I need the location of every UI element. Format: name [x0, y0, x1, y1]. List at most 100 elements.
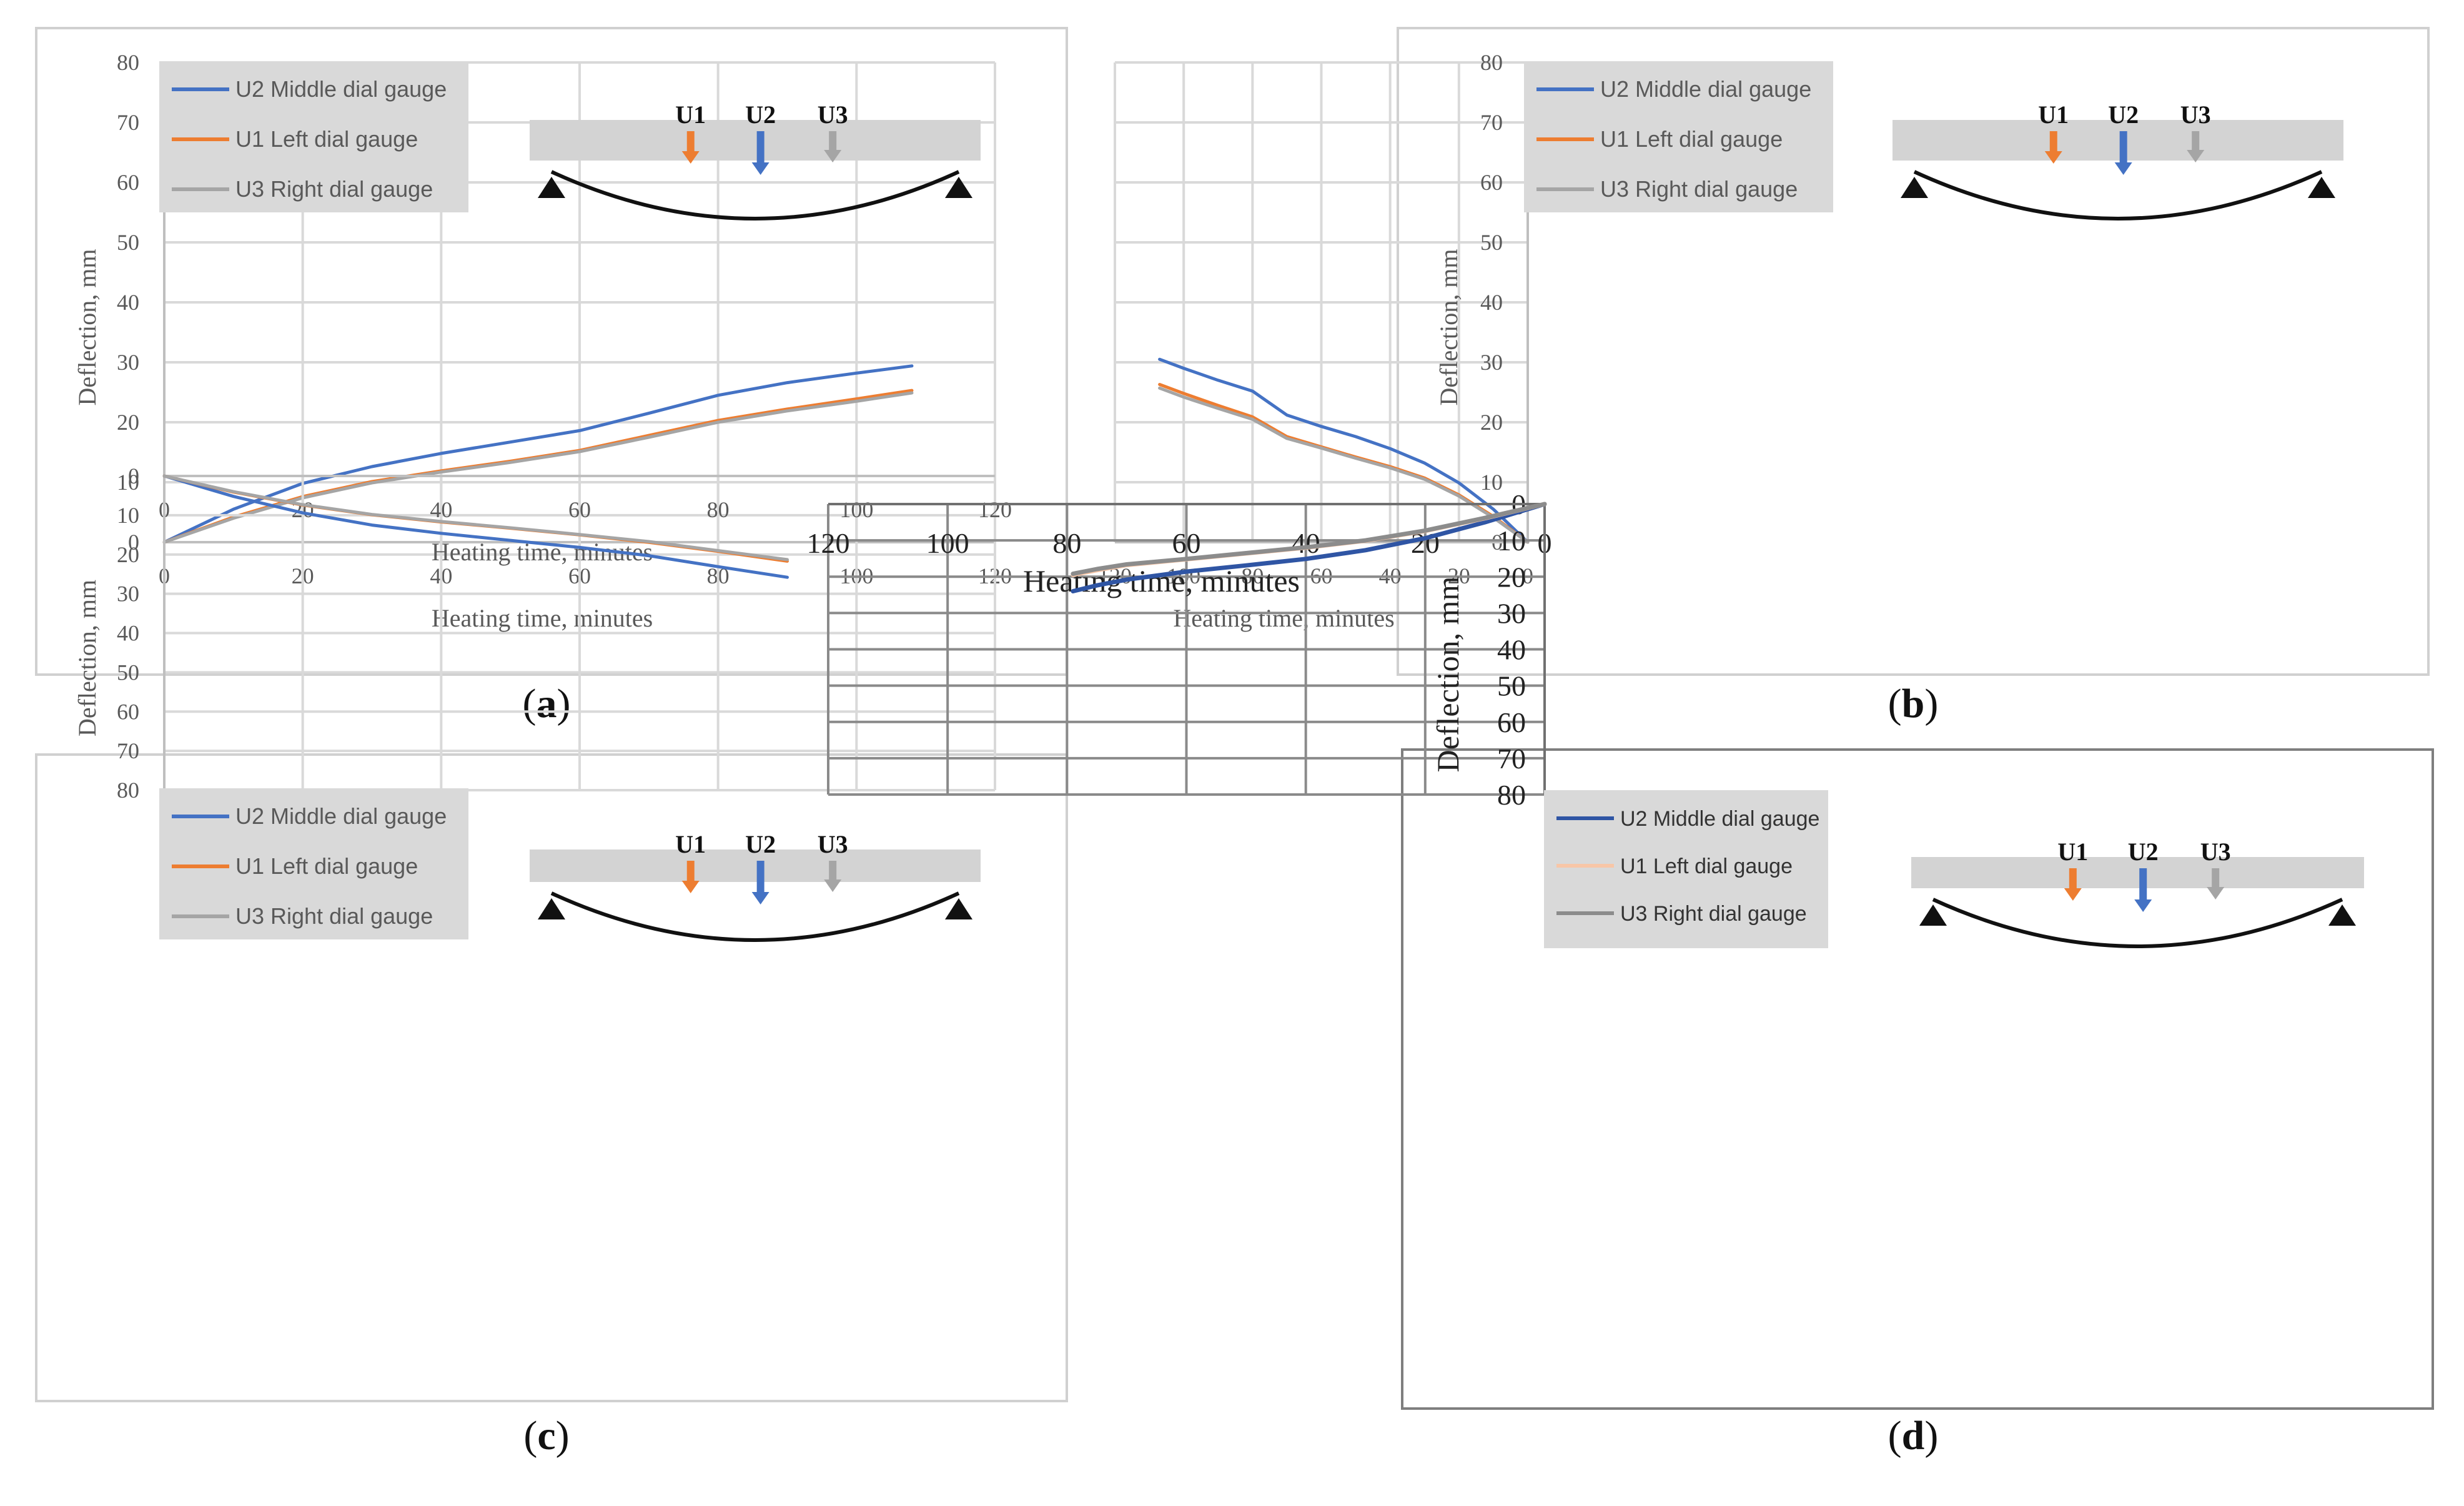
legend-box [1524, 61, 1833, 212]
y-tick-label: 40 [117, 621, 139, 646]
legend-box [159, 61, 468, 212]
left-support-triangle-icon [538, 898, 565, 919]
x-tick-label: 40 [1292, 527, 1320, 559]
panel-caption: (d) [1888, 1413, 1939, 1459]
panel-caption: (b) [1888, 681, 1939, 726]
legend-entry: U3 Right dial gauge [235, 176, 433, 202]
gauge-label-u3: U3 [2200, 838, 2231, 866]
u2-arrow-icon-head [2114, 162, 2132, 175]
u3-arrow-icon-head [824, 879, 842, 892]
caption-letter: c [537, 1413, 555, 1459]
gauge-label-u3: U3 [818, 830, 848, 858]
y-tick-label: 50 [1497, 670, 1526, 702]
beam-inset-diagram: U1 U2 U3 [530, 830, 981, 942]
y-tick-label: 50 [117, 660, 139, 685]
y-tick-label: 60 [117, 699, 139, 724]
caption-open: ( [1888, 1413, 1902, 1459]
x-axis-label: Heating time, minutes [1173, 604, 1394, 632]
y-tick-label: 50 [1480, 230, 1503, 255]
chart-panel-b: 01020304050607080020406080100120Heating … [1098, 27, 2430, 726]
y-tick-label: 30 [1497, 597, 1526, 629]
y-axis-label: Deflection, mm [73, 249, 101, 405]
chart-panel-d: 01020304050607080020406080100120Heating … [807, 488, 2434, 1459]
legend-entry: U1 Left dial gauge [1600, 126, 1783, 152]
legend-entry: U3 Right dial gauge [235, 903, 433, 929]
y-tick-label: 0 [128, 530, 139, 555]
deflected-beam-line [550, 170, 960, 220]
left-support-triangle-icon [1919, 904, 1947, 926]
y-tick-label: 60 [1497, 706, 1526, 738]
legend-entry: U2 Middle dial gauge [235, 76, 447, 102]
gauge-label-u1: U1 [2057, 838, 2088, 866]
beam-inset-diagram: U1 U2 U3 [1893, 101, 2343, 220]
y-tick-label: 70 [1497, 743, 1526, 775]
y-tick-label: 30 [117, 582, 139, 607]
y-axis-label: Deflection, mm [1435, 249, 1463, 405]
legend-entry: U1 Left dial gauge [235, 126, 418, 152]
deflected-beam-line [1932, 898, 2343, 948]
x-tick-label: 40 [430, 497, 452, 522]
caption-letter: d [1902, 1413, 1925, 1459]
y-axis-label: Deflection, mm [1430, 576, 1465, 772]
caption-close: ) [557, 681, 571, 726]
caption-close: ) [1924, 681, 1938, 726]
right-support-triangle-icon [2308, 177, 2335, 198]
x-tick-label: 80 [707, 497, 730, 522]
y-axis-label: Deflection, mm [73, 580, 101, 736]
x-axis-label: Heating time, minutes [432, 604, 653, 632]
legend: U2 Middle dial gauge U1 Left dial gauge U3… [1524, 61, 1833, 212]
x-tick-label: 120 [978, 497, 1012, 522]
legend-entry: U3 Right dial gauge [1620, 902, 1807, 926]
y-tick-label: 20 [117, 542, 139, 567]
beam-bar [530, 850, 981, 882]
panel-caption: (a) [523, 681, 571, 726]
y-tick-label: 10 [1480, 470, 1503, 495]
beam-bar [1911, 857, 2364, 888]
series-line-u3 [1071, 502, 1547, 577]
caption-close: ) [1924, 1413, 1938, 1459]
caption-letter: b [1902, 681, 1925, 726]
u1-arrow-icon-head [2044, 151, 2062, 164]
x-tick-label: 80 [1052, 527, 1081, 559]
y-tick-label: 0 [128, 463, 139, 488]
y-tick-label: 20 [1497, 561, 1526, 593]
legend-entry: U2 Middle dial gauge [1620, 807, 1819, 831]
u2-arrow-icon-head [751, 892, 769, 904]
legend: U2 Middle dial gauge U1 Left dial gauge U3… [159, 61, 468, 212]
legend-entry: U1 Left dial gauge [235, 853, 418, 879]
y-tick-label: 70 [117, 738, 139, 763]
y-tick-label: 60 [1480, 170, 1503, 195]
legend-box [159, 788, 468, 939]
y-tick-label: 30 [1480, 350, 1503, 375]
caption-close: ) [556, 1413, 570, 1459]
legend: U2 Middle dial gauge U1 Left dial gauge U3… [1544, 790, 1828, 948]
gauge-label-u2: U2 [2128, 838, 2159, 866]
series-line-u2 [1071, 502, 1547, 593]
series-line-u2 [1158, 357, 1530, 544]
deflected-beam-line [550, 891, 960, 942]
u3-arrow-icon-head [2207, 887, 2225, 899]
u2-arrow-icon-head [751, 162, 769, 175]
y-tick-label: 80 [117, 778, 139, 803]
y-tick-label: 40 [1497, 634, 1526, 666]
gauge-label-u1: U1 [675, 101, 706, 129]
gauge-label-u2: U2 [745, 830, 776, 858]
u1-arrow-icon-head [681, 151, 700, 164]
y-tick-label: 80 [1480, 50, 1503, 75]
y-tick-label: 30 [117, 350, 139, 375]
legend-entry: U2 Middle dial gauge [235, 803, 447, 829]
y-tick-label: 10 [117, 503, 139, 528]
series-line-u3 [1158, 386, 1530, 544]
gauge-label-u3: U3 [818, 101, 848, 129]
gauge-label-u1: U1 [675, 830, 706, 858]
right-support-triangle-icon [945, 898, 972, 919]
left-support-triangle-icon [538, 177, 565, 198]
beam-bar [1893, 120, 2343, 161]
series-line-u2 [162, 474, 789, 579]
y-tick-label: 70 [1480, 110, 1503, 135]
legend: U2 Middle dial gauge U1 Left dial gauge U3… [159, 788, 468, 939]
gauge-label-u2: U2 [745, 101, 776, 129]
x-tick-label: 60 [568, 497, 591, 522]
series-line-u2 [162, 364, 914, 544]
y-tick-label: 80 [117, 50, 139, 75]
